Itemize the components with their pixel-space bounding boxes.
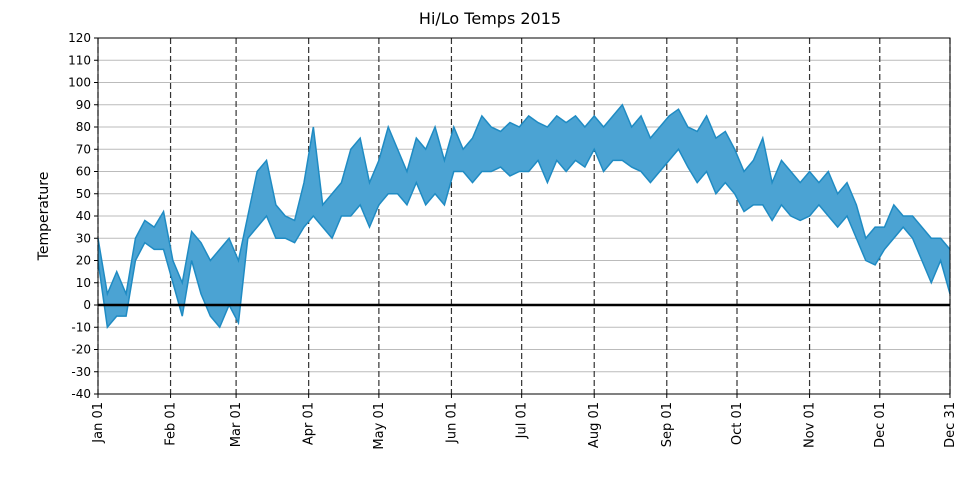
- x-tick-label: Feb 01: [164, 402, 179, 446]
- x-tick-label: Jun 01: [444, 402, 459, 444]
- chart-title: Hi/Lo Temps 2015: [419, 9, 561, 28]
- y-tick-label: 100: [68, 76, 91, 90]
- y-tick-label: 40: [76, 209, 91, 223]
- y-tick-label: 50: [76, 187, 91, 201]
- y-tick-label: 90: [76, 98, 91, 112]
- y-tick-label: 20: [76, 254, 91, 268]
- y-tick-label: -40: [71, 387, 91, 401]
- plot-frame: [97, 37, 951, 395]
- x-tick-label: Apr 01: [302, 402, 317, 445]
- x-tick-label: Aug 01: [587, 402, 602, 448]
- x-tick-label: Dec 01: [873, 402, 888, 448]
- high-line: [97, 103, 951, 297]
- y-tick-label: 0: [83, 298, 91, 312]
- y-tick-label: 70: [76, 142, 91, 156]
- x-tick-label: Mar 01: [229, 402, 244, 447]
- y-tick-label: 120: [68, 31, 91, 45]
- y-tick-label: 60: [76, 165, 91, 179]
- x-tick-label: Sep 01: [660, 402, 675, 447]
- temperature-band: [98, 104, 950, 328]
- y-tick-label: 30: [76, 231, 91, 245]
- low-line: [97, 147, 951, 330]
- x-tick-label: Jan 01: [91, 402, 106, 444]
- x-tick-label: May 01: [372, 402, 387, 450]
- x-tick-label: Oct 01: [730, 402, 745, 445]
- x-tick-label: Nov 01: [803, 402, 818, 448]
- x-tick-label: Jul 01: [515, 402, 530, 439]
- y-axis-label: Temperature: [36, 172, 52, 262]
- y-tick-label: -30: [71, 365, 91, 379]
- y-tick-label: -20: [71, 343, 91, 357]
- y-tick-label: 80: [76, 120, 91, 134]
- y-tick-label: -10: [71, 320, 91, 334]
- y-tick-label: 10: [76, 276, 91, 290]
- y-tick-label: 110: [68, 53, 91, 67]
- x-tick-label: Dec 31: [943, 402, 958, 448]
